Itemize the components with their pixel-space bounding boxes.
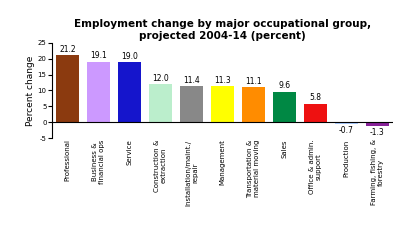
Bar [87, 62, 110, 122]
Bar [367, 122, 389, 126]
Bar [211, 86, 234, 122]
Bar [304, 104, 327, 122]
Bar [273, 92, 296, 122]
Text: 11.3: 11.3 [214, 76, 231, 85]
Text: 9.6: 9.6 [278, 81, 291, 90]
Text: 12.0: 12.0 [152, 74, 169, 83]
Bar [180, 86, 203, 122]
Text: 19.0: 19.0 [121, 52, 138, 61]
Text: 21.2: 21.2 [59, 45, 76, 54]
Bar [150, 84, 172, 122]
Text: 11.4: 11.4 [183, 76, 200, 85]
Bar [118, 62, 141, 122]
Bar [335, 122, 358, 124]
Y-axis label: Percent change: Percent change [26, 55, 35, 126]
Text: -0.7: -0.7 [339, 126, 354, 135]
Bar [57, 55, 79, 122]
Text: -1.3: -1.3 [370, 128, 385, 137]
Title: Employment change by major occupational group,
projected 2004-14 (percent): Employment change by major occupational … [74, 19, 371, 41]
Bar [242, 87, 265, 122]
Text: 11.1: 11.1 [245, 77, 262, 86]
Text: 5.8: 5.8 [310, 94, 322, 103]
Text: 19.1: 19.1 [90, 51, 107, 60]
